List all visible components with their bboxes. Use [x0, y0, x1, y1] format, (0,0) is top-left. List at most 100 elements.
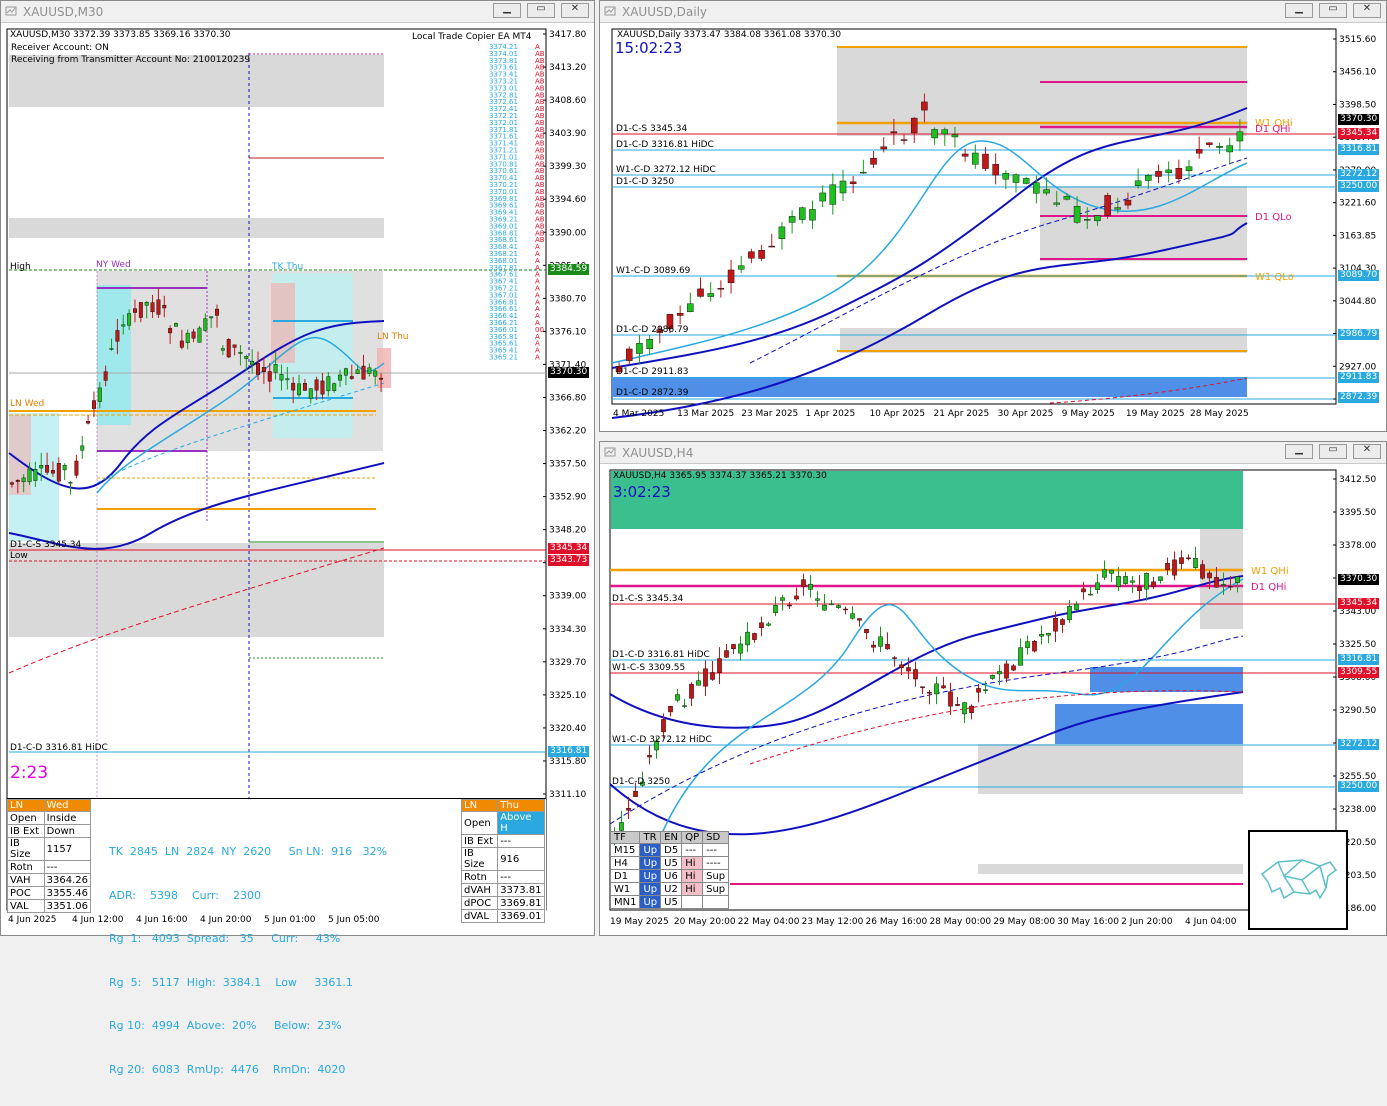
- d1-cd-3250-label: D1-C-D 3250: [612, 777, 670, 787]
- daily-chart-area[interactable]: 15:02:23 D1-C-S 3345.34 D1-C-D 3316.81 H…: [600, 23, 1386, 431]
- ladder-flag: AB: [535, 167, 545, 175]
- trend-table-cell: ---: [681, 843, 704, 857]
- close-button[interactable]: ✕: [1353, 3, 1381, 18]
- candle-body: [144, 301, 149, 306]
- price-axis-label: 3352.90: [549, 493, 586, 503]
- candle-body: [1158, 576, 1163, 581]
- candle-body: [209, 316, 214, 319]
- panel-cell: Above H: [497, 811, 545, 835]
- ladder-price: 3373.01: [489, 84, 518, 92]
- ladder-flag: AB: [535, 64, 545, 72]
- ladder-flag: AB: [535, 181, 545, 189]
- ladder-flag: AB: [535, 222, 545, 230]
- bull-logo: [1248, 830, 1348, 930]
- m30-title-bar[interactable]: XAUUSD,M30 ▁ ▭ ✕: [1, 1, 594, 23]
- maximize-button[interactable]: ▭: [1319, 3, 1347, 18]
- candle-body: [626, 348, 633, 361]
- ladder-price: 3373.41: [489, 71, 518, 79]
- time-axis-label: 10 Apr 2025: [869, 409, 925, 419]
- ny-wed-label: NY Wed: [96, 260, 131, 270]
- candle-body: [39, 465, 44, 469]
- time-axis-label: 30 May 16:00: [1057, 917, 1119, 927]
- ladder-flag: A: [535, 250, 540, 258]
- m30-chart-window[interactable]: XAUUSD,M30 ▁ ▭ ✕: [0, 0, 595, 1076]
- ladder-price: 3372.81: [489, 91, 518, 99]
- stats-line-rg1: Rg 1: 4093 Spread: 35 Curr: 43%: [109, 932, 341, 945]
- candle-body: [951, 134, 959, 138]
- time-axis-label: 23 May 12:00: [802, 917, 864, 927]
- candle-body: [850, 613, 855, 619]
- trend-table-cell: ----: [702, 856, 730, 870]
- price-axis-label: 3334.30: [549, 625, 586, 635]
- candle-body: [992, 164, 999, 176]
- candle-body: [849, 181, 857, 184]
- minimize-button[interactable]: ▁: [1285, 444, 1313, 459]
- ladder-flag: A: [535, 347, 540, 355]
- ladder-flag: AB: [535, 50, 545, 58]
- trend-table-cell: [681, 895, 704, 909]
- price-tag: 3089.70: [1338, 270, 1380, 281]
- trend-table-cell: Up: [639, 869, 662, 883]
- candle-body: [920, 686, 925, 688]
- maximize-button[interactable]: ▭: [527, 3, 555, 18]
- m30-chart-canvas[interactable]: High Low NY Wed TK Thu LN Thu LN Wed D1-…: [1, 23, 594, 935]
- ladder-price: 3368.81: [489, 229, 518, 237]
- ladder-price: 3369.61: [489, 202, 518, 210]
- candle-body: [799, 207, 806, 220]
- price-axis-label: 3390.00: [549, 228, 586, 238]
- h4-chart-window[interactable]: XAUUSD,H4 ▁ ▭ ✕ 3:02:23: [599, 441, 1387, 936]
- candle-body: [97, 387, 102, 402]
- h4-chart-area[interactable]: 3:02:23 D1-C-S 3345.34 D1-C-D 3316.81 Hi…: [600, 464, 1386, 935]
- price-axis-label: 3343.00: [1339, 607, 1376, 617]
- close-button[interactable]: ✕: [1353, 444, 1381, 459]
- ladder-flag: A: [535, 354, 540, 362]
- candle-body: [1032, 641, 1037, 652]
- candle-body: [759, 622, 764, 629]
- ladder-flag: AB: [535, 133, 545, 141]
- candle-body: [646, 339, 653, 349]
- h4-title-bar[interactable]: XAUUSD,H4 ▁ ▭ ✕: [600, 442, 1386, 464]
- session-info-panel: [7, 798, 546, 911]
- price-tag: 3345.34: [1338, 598, 1380, 609]
- candle-body: [1185, 166, 1193, 171]
- ladder-price: 3370.21: [489, 181, 518, 189]
- ladder-flag: 00: [535, 326, 544, 334]
- candle-body: [267, 371, 272, 382]
- candle-body: [332, 383, 337, 391]
- ladder-flag: A: [535, 319, 540, 327]
- price-axis-label: 3104.30: [1339, 264, 1376, 274]
- daily-title-bar[interactable]: XAUUSD,Daily ▁ ▭ ✕: [600, 1, 1386, 23]
- ladder-price: 3371.81: [489, 126, 518, 134]
- candle-body: [62, 465, 67, 471]
- time-axis-label: 4 Jun 12:00: [72, 915, 124, 925]
- ladder-flag: A: [535, 271, 540, 279]
- candle-body: [666, 314, 674, 330]
- candle-body: [647, 755, 652, 758]
- candle-body: [836, 605, 841, 608]
- time-axis-label: 26 May 16:00: [866, 917, 928, 927]
- panel-cell: Inside: [43, 811, 92, 825]
- daily-chart-canvas[interactable]: 15:02:23 D1-C-S 3345.34 D1-C-D 3316.81 H…: [600, 23, 1386, 431]
- ladder-flag: AB: [535, 112, 545, 120]
- price-axis-label: 2927.00: [1339, 362, 1376, 372]
- maximize-button[interactable]: ▭: [1319, 444, 1347, 459]
- daily-chart-window[interactable]: XAUUSD,Daily ▁ ▭ ✕: [599, 0, 1387, 432]
- minimize-button[interactable]: ▁: [1285, 3, 1313, 18]
- price-axis-label: 3394.60: [549, 195, 586, 205]
- time-axis-label: 19 May 2025: [1126, 409, 1185, 419]
- stats-line-rg20: Rg 20: 6083 RmUp: 4476 RmDn: 4020: [109, 1062, 346, 1076]
- h4-chart-canvas[interactable]: 3:02:23 D1-C-S 3345.34 D1-C-D 3316.81 Hi…: [600, 464, 1386, 935]
- price-axis-label: 3412.50: [1339, 475, 1376, 485]
- minimize-button[interactable]: ▁: [493, 3, 521, 18]
- candle-body: [1114, 207, 1122, 210]
- price-axis-label: 3515.60: [1339, 35, 1376, 45]
- price-axis-label: 3371.40: [549, 360, 586, 370]
- m30-chart-area[interactable]: High Low NY Wed TK Thu LN Thu LN Wed D1-…: [1, 23, 594, 1076]
- candle-body: [174, 323, 178, 327]
- ladder-price: 3369.21: [489, 216, 518, 224]
- candle-body: [1033, 182, 1040, 194]
- candle-body: [710, 672, 715, 680]
- close-button[interactable]: ✕: [561, 3, 589, 18]
- price-axis-label: 3395.50: [1339, 508, 1376, 518]
- ladder-price: 3370.81: [489, 160, 518, 168]
